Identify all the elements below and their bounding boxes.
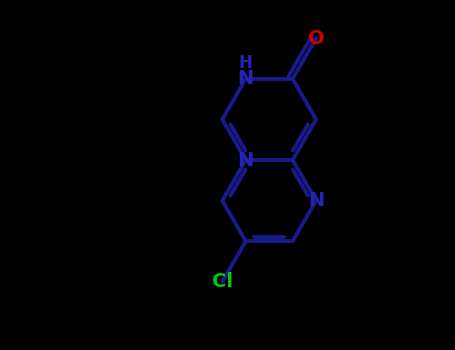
Text: N: N — [308, 191, 324, 210]
Text: Cl: Cl — [212, 272, 233, 291]
Text: N: N — [238, 150, 254, 169]
Text: N: N — [238, 69, 254, 88]
Text: H: H — [239, 54, 253, 72]
Text: O: O — [308, 29, 324, 48]
